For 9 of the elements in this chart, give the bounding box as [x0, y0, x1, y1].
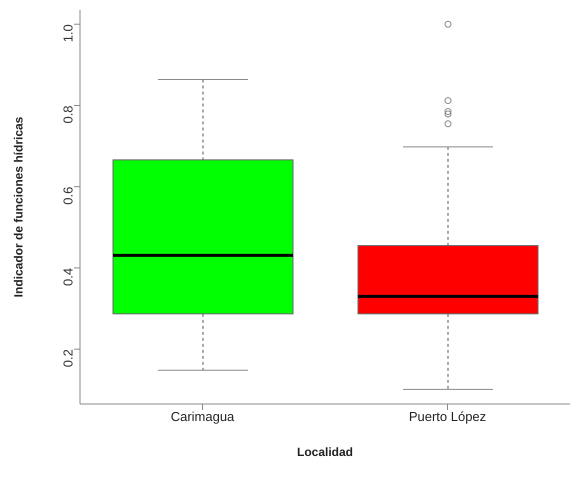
y-axis-title: Indicador de funciones hídricas — [11, 116, 26, 298]
x-tick-label: Carimagua — [170, 409, 236, 424]
y-tick-label: 1.0 — [60, 24, 76, 42]
y-tick-label: 0.4 — [60, 268, 76, 286]
x-axis-title: Localidad — [296, 445, 354, 459]
y-tick-label: 0.8 — [60, 105, 76, 124]
x-tick-label: Puerto López — [408, 409, 486, 424]
y-tick-label: 0.2 — [60, 349, 76, 368]
y-tick-label: 0.6 — [60, 186, 76, 205]
